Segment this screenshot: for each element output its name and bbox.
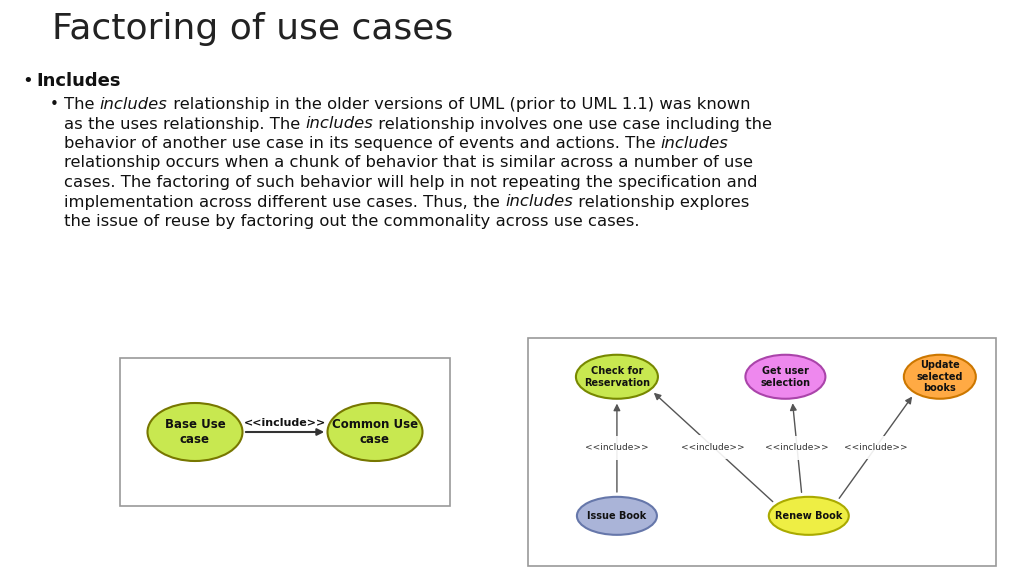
Text: includes: includes: [660, 136, 729, 151]
Text: relationship explores: relationship explores: [572, 195, 750, 210]
Ellipse shape: [577, 497, 657, 535]
Text: as the uses relationship. The: as the uses relationship. The: [63, 116, 305, 131]
Text: implementation across different use cases. Thus, the: implementation across different use case…: [63, 195, 505, 210]
Text: •: •: [22, 72, 33, 90]
Ellipse shape: [904, 355, 976, 399]
Text: relationship occurs when a chunk of behavior that is similar across a number of : relationship occurs when a chunk of beha…: [63, 156, 753, 170]
Text: Common Use
case: Common Use case: [332, 418, 418, 446]
Text: Renew Book: Renew Book: [775, 511, 843, 521]
Text: cases. The factoring of such behavior will help in not repeating the specificati: cases. The factoring of such behavior wi…: [63, 175, 758, 190]
Text: <<include>>: <<include>>: [244, 418, 326, 428]
Text: Includes: Includes: [36, 72, 121, 90]
Bar: [120, 358, 450, 506]
Text: Get user
selection: Get user selection: [761, 366, 810, 388]
Text: behavior of another use case in its sequence of events and actions. The: behavior of another use case in its sequ…: [63, 136, 660, 151]
Text: <<include>>: <<include>>: [585, 444, 649, 452]
Text: includes: includes: [99, 97, 168, 112]
Text: relationship involves one use case including the: relationship involves one use case inclu…: [374, 116, 772, 131]
Ellipse shape: [147, 403, 243, 461]
Text: Issue Book: Issue Book: [588, 511, 646, 521]
Text: Factoring of use cases: Factoring of use cases: [52, 12, 454, 46]
Text: Base Use
case: Base Use case: [165, 418, 225, 446]
Text: Update
selected
books: Update selected books: [916, 360, 964, 393]
Text: includes: includes: [505, 195, 572, 210]
Text: relationship in the older versions of UML (prior to UML 1.1) was known: relationship in the older versions of UM…: [168, 97, 750, 112]
Text: <<include>>: <<include>>: [844, 443, 907, 452]
Ellipse shape: [575, 355, 657, 399]
Ellipse shape: [745, 355, 825, 399]
Text: The: The: [63, 97, 99, 112]
Ellipse shape: [328, 403, 423, 461]
Ellipse shape: [769, 497, 849, 535]
Text: <<include>>: <<include>>: [765, 444, 828, 452]
Text: includes: includes: [305, 116, 374, 131]
Text: Check for
Reservation: Check for Reservation: [584, 366, 650, 388]
Bar: [528, 338, 996, 566]
Text: <<include>>: <<include>>: [681, 443, 745, 452]
Text: •: •: [50, 97, 58, 112]
Text: the issue of reuse by factoring out the commonality across use cases.: the issue of reuse by factoring out the …: [63, 214, 640, 229]
